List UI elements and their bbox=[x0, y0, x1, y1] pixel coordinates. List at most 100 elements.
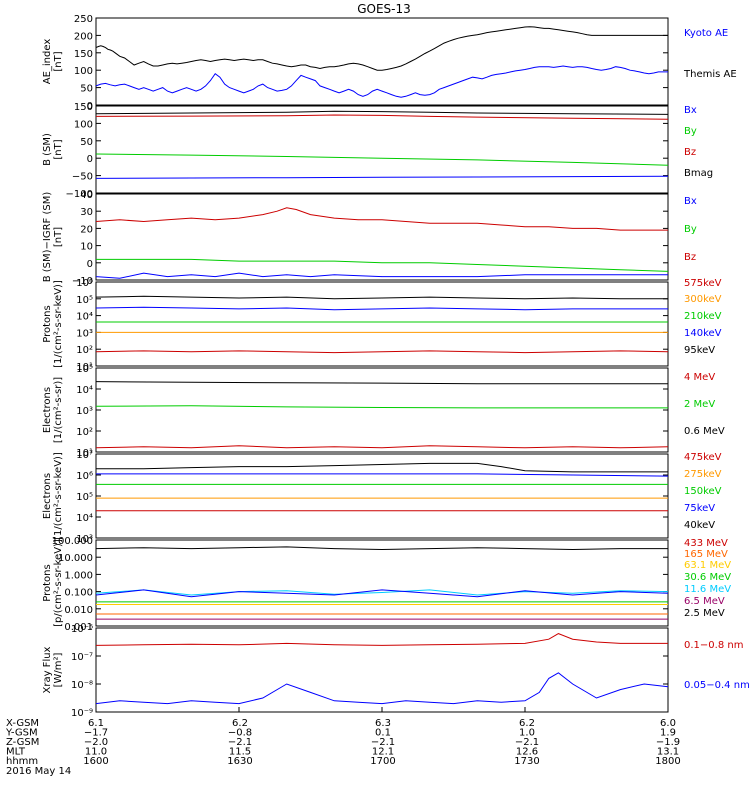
panel-frame bbox=[95, 453, 669, 539]
y-tick-label: 50 bbox=[80, 137, 93, 148]
series-2-5-mev bbox=[95, 546, 668, 551]
y-tick-label: 10⁴ bbox=[76, 312, 93, 323]
y-tick-label: 10⁻⁷ bbox=[71, 652, 93, 663]
series-4-mev bbox=[95, 445, 669, 449]
y-tick-label: 0 bbox=[87, 259, 93, 270]
series-bx bbox=[95, 272, 668, 279]
series-by bbox=[96, 258, 669, 272]
y-tick-label: 250 bbox=[74, 14, 93, 25]
y-tick-label: 10² bbox=[76, 345, 93, 356]
y-tick-label: 1.000 bbox=[64, 570, 93, 581]
legend-entry: 433 MeV bbox=[684, 538, 728, 549]
legend-entry: 140keV bbox=[684, 328, 722, 339]
panel-frame bbox=[95, 193, 669, 281]
series-by bbox=[95, 153, 669, 166]
series-140kev bbox=[95, 306, 668, 311]
x-row-value: 6.0 bbox=[660, 718, 676, 729]
legend-entry: Kyoto AE bbox=[684, 28, 728, 39]
y-axis-label: [1/(cm²-s-sr-keV)] bbox=[53, 280, 64, 368]
y-tick-label: 20 bbox=[80, 224, 93, 235]
panel-frame bbox=[95, 17, 669, 106]
panel-8: 10⁻⁹ 10⁻⁸ 10⁻⁷ 10⁻⁶ Xray Flux [W/m²] 0.1−0.8 n… bbox=[42, 624, 750, 719]
y-axis-label: [nT] bbox=[53, 227, 64, 247]
y-tick-label: 10⁴ bbox=[76, 513, 93, 524]
y-tick-label: 100 bbox=[74, 119, 93, 130]
legend-entry: 2 MeV bbox=[684, 399, 715, 410]
panel-frame bbox=[95, 367, 669, 453]
y-axis-label: B (SM)−IGRF (SM) bbox=[42, 192, 53, 283]
series-0-6-mev bbox=[95, 381, 668, 385]
legend-entry: 40keV bbox=[684, 520, 715, 531]
legend-entry: Themis AE bbox=[683, 69, 737, 80]
legend-entry: By bbox=[684, 224, 697, 235]
x-row-value: 13.1 bbox=[657, 747, 679, 758]
panel-frame bbox=[95, 539, 669, 627]
x-row-label: Z-GSM bbox=[6, 737, 39, 748]
series-0-1-0-8-nm bbox=[95, 633, 668, 646]
x-row-value: 6.3 bbox=[375, 718, 391, 729]
series-bz bbox=[95, 114, 669, 120]
y-tick-label: 10⁻⁶ bbox=[71, 624, 93, 635]
x-row-value: 1700 bbox=[370, 756, 395, 767]
y-axis-label: [nT] bbox=[53, 51, 64, 71]
y-axis-label: Protons bbox=[42, 305, 53, 342]
y-tick-label: −10 bbox=[72, 276, 93, 287]
y-tick-label: 40 bbox=[80, 190, 93, 201]
y-axis-label: [W/m²] bbox=[53, 652, 64, 687]
legend-entry: 275keV bbox=[684, 469, 722, 480]
y-axis-label: Electrons bbox=[42, 387, 53, 433]
x-row-value: 1730 bbox=[514, 756, 539, 767]
legend-entry: Bz bbox=[684, 147, 696, 158]
series-95kev bbox=[95, 295, 668, 300]
panel-frame bbox=[95, 281, 669, 367]
x-row-value: −1.9 bbox=[656, 737, 680, 748]
legend-entry: 63.1 MeV bbox=[684, 560, 731, 571]
y-axis-label: [p/(cm²-s-sr-keV)] bbox=[53, 539, 64, 627]
y-tick-label: 0.100 bbox=[64, 588, 93, 599]
series-kyoto-ae bbox=[95, 65, 668, 98]
date-label: 2016 May 14 bbox=[6, 766, 71, 777]
y-axis-label: [1/(cm²-s-sr-keV)] bbox=[53, 452, 64, 540]
legend-entry: By bbox=[684, 126, 697, 137]
y-axis-label: Electrons bbox=[42, 473, 53, 519]
y-axis-label: [1/(cm²-s-sr)] bbox=[53, 377, 64, 443]
panel-7: 0.001 0.010 0.100 1.000 10.000 100.000 Protons… bbox=[42, 536, 731, 633]
y-tick-label: 10¹ bbox=[76, 362, 93, 373]
legend-entry: 150keV bbox=[684, 486, 722, 497]
y-tick-label: 10 bbox=[80, 242, 93, 253]
legend-entry: 300keV bbox=[684, 294, 722, 305]
x-row-value: 1600 bbox=[83, 756, 108, 767]
x-row-value: 6.2 bbox=[232, 718, 248, 729]
y-tick-label: 100 bbox=[74, 66, 93, 77]
y-tick-label: 10⁴ bbox=[76, 385, 93, 396]
panel-6: 10³ 10⁴ 10⁵ 10⁶ 10⁷ Electrons [1/(cm²-s-sr-keV… bbox=[42, 450, 722, 545]
series-themis-ae bbox=[95, 26, 668, 71]
y-tick-label: 150 bbox=[74, 49, 93, 60]
legend-entry: 2.5 MeV bbox=[684, 608, 725, 619]
y-tick-label: 0.001 bbox=[64, 622, 93, 633]
y-tick-label: 10³ bbox=[76, 534, 93, 545]
y-tick-label: 10³ bbox=[76, 406, 93, 417]
y-tick-label: 0 bbox=[87, 154, 93, 165]
y-tick-label: −100 bbox=[66, 189, 93, 200]
x-row-value: 1.0 bbox=[519, 728, 535, 739]
x-row-value: 12.1 bbox=[372, 747, 394, 758]
x-row-value: 1.9 bbox=[660, 728, 676, 739]
series-433-mev bbox=[95, 589, 669, 598]
panel-frame bbox=[95, 105, 669, 194]
y-tick-label: 30 bbox=[80, 207, 93, 218]
x-row-label: Y-GSM bbox=[5, 728, 38, 739]
series-2-mev bbox=[95, 405, 668, 409]
x-row-value: 11.0 bbox=[85, 747, 107, 758]
y-tick-label: 10¹ bbox=[76, 448, 93, 459]
series-0-05-0-4-nm bbox=[95, 672, 669, 705]
legend-entry: 4 MeV bbox=[684, 372, 715, 383]
y-axis-label: AE_index bbox=[42, 39, 53, 85]
series-575kev bbox=[95, 350, 669, 354]
x-row-value: 0.1 bbox=[375, 728, 391, 739]
x-row-value: 1630 bbox=[227, 756, 252, 767]
series-11-6-mev bbox=[95, 589, 669, 596]
y-tick-label: 200 bbox=[74, 31, 93, 42]
x-row-value: −0.8 bbox=[228, 728, 252, 739]
